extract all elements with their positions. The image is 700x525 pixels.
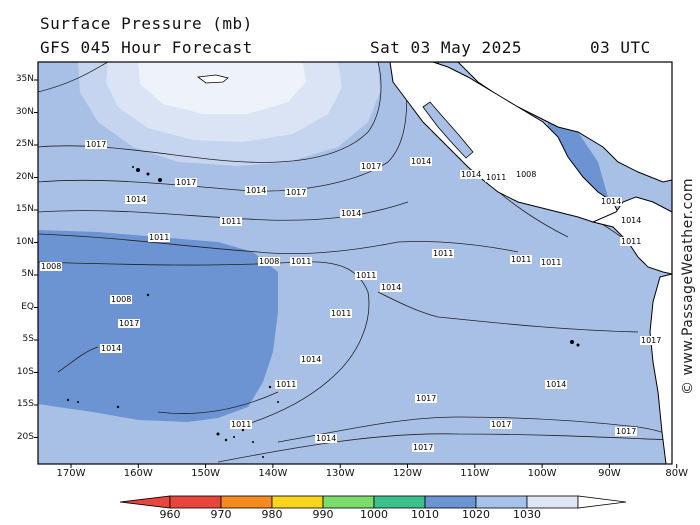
colorbar-segment (169, 495, 222, 509)
forecast-date: Sat 03 May 2025 (370, 38, 522, 57)
colorbar-tick-label: 1000 (360, 508, 388, 521)
site-credit: © www.PassageWeather.com (680, 177, 696, 395)
colorbar-tick-label: 980 (261, 508, 283, 521)
colorbar-tick-label: 1030 (513, 508, 541, 521)
forecast-subtitle: GFS 045 Hour Forecast (40, 38, 253, 57)
latitude-tick-label: 15S (16, 399, 34, 409)
low-pressure-region (38, 230, 278, 422)
isobar-label: 1011 (290, 257, 313, 266)
pressure-map (38, 62, 672, 464)
colorbar-tick-label: 1020 (462, 508, 490, 521)
colorbar-tick-label: 1010 (411, 508, 439, 521)
isobar-label: 1011 (330, 309, 353, 318)
forecast-time: 03 UTC (590, 38, 651, 57)
isobar-label: 1017 (490, 420, 513, 429)
colorbar-segment (475, 495, 528, 509)
isobar-label: 1017 (415, 394, 438, 403)
longitude-tick-label: 160W (123, 468, 153, 479)
latitude-tick-label: 5S (22, 334, 34, 344)
isobar-label: 1014 (245, 186, 268, 195)
isobar-label: 1011 (275, 380, 298, 389)
longitude-tick-label: 130W (325, 468, 355, 479)
isobar-label: 1017 (640, 336, 663, 345)
isobar-label: 1014 (125, 195, 148, 204)
colorbar-tick-label: 960 (159, 508, 181, 521)
isobar-label: 1017 (615, 427, 638, 436)
isobar-label: 1017 (175, 178, 198, 187)
colorbar-high-arrow (577, 495, 627, 509)
latitude-tick-label: 15N (15, 204, 34, 214)
latitude-tick-label: 35N (15, 74, 34, 84)
isobar-label: 1011 (230, 420, 253, 429)
isobar-label: 1011 (540, 258, 563, 267)
longitude-tick-label: 150W (191, 468, 221, 479)
longitude-tick-label: 140W (258, 468, 288, 479)
isobar-label: 1011 (485, 173, 508, 182)
isobar-label: 1014 (410, 157, 433, 166)
isobar-label: 1008 (258, 257, 281, 266)
isobar-label: 1011 (510, 255, 533, 264)
isobar-label: 1011 (355, 271, 378, 280)
isobar-label: 1011 (620, 237, 643, 246)
longitude-tick-label: 120W (393, 468, 422, 479)
latitude-tick-label: 30N (15, 106, 34, 117)
colorbar-segment (220, 495, 273, 509)
longitude-tick-label: 100W (527, 468, 557, 479)
latitude-tick-label: 10N (15, 236, 34, 247)
latitude-tick-label: 5N (21, 269, 34, 279)
colorbar-segment (271, 495, 324, 509)
colorbar-segment (424, 495, 477, 509)
isobar-label: 1014 (600, 197, 623, 206)
isobar-label: 1011 (148, 233, 171, 242)
isobar-label: 1014 (620, 216, 643, 225)
isobar-label: 1014 (300, 355, 323, 364)
chart-title: Surface Pressure (mb) (40, 14, 253, 33)
isobar-label: 1011 (432, 249, 455, 258)
isobar-label: 1017 (412, 443, 435, 452)
colorbar-tick-label: 990 (312, 508, 334, 521)
colorbar-segment (373, 495, 426, 509)
latitude-tick-label: 20N (15, 171, 34, 182)
colorbar (119, 495, 627, 509)
colorbar-segment (322, 495, 375, 509)
isobar-label: 1014 (340, 209, 363, 218)
isobar-label: 1017 (285, 188, 308, 197)
colorbar-segment (526, 495, 579, 509)
latitude-tick-label: 25N (15, 139, 34, 149)
isobar-label: 1014 (315, 434, 338, 443)
latitude-tick-label: 10S (16, 366, 34, 377)
isobar-label: 1011 (220, 217, 243, 226)
latitude-tick-label: EQ (21, 301, 34, 312)
isobar-label: 1014 (100, 344, 123, 353)
latitude-tick-label: 20S (16, 431, 34, 442)
longitude-tick-label: 80W (665, 468, 688, 479)
isobar-label: 1014 (545, 380, 568, 389)
isobar-label: 1008 (515, 170, 538, 179)
longitude-tick-label: 90W (598, 468, 621, 479)
isobar-label: 1017 (85, 140, 108, 149)
isobar-label: 1017 (360, 162, 383, 171)
colorbar-tick-label: 970 (210, 508, 232, 521)
isobar-label: 1014 (460, 170, 483, 179)
colorbar-low-arrow (119, 495, 171, 509)
isobar-label: 1017 (118, 319, 141, 328)
isobar-label: 1008 (110, 295, 133, 304)
longitude-tick-label: 170W (56, 468, 86, 479)
isobar-label: 1014 (380, 283, 403, 292)
isobar-label: 1008 (40, 262, 63, 271)
longitude-tick-label: 110W (460, 468, 490, 479)
